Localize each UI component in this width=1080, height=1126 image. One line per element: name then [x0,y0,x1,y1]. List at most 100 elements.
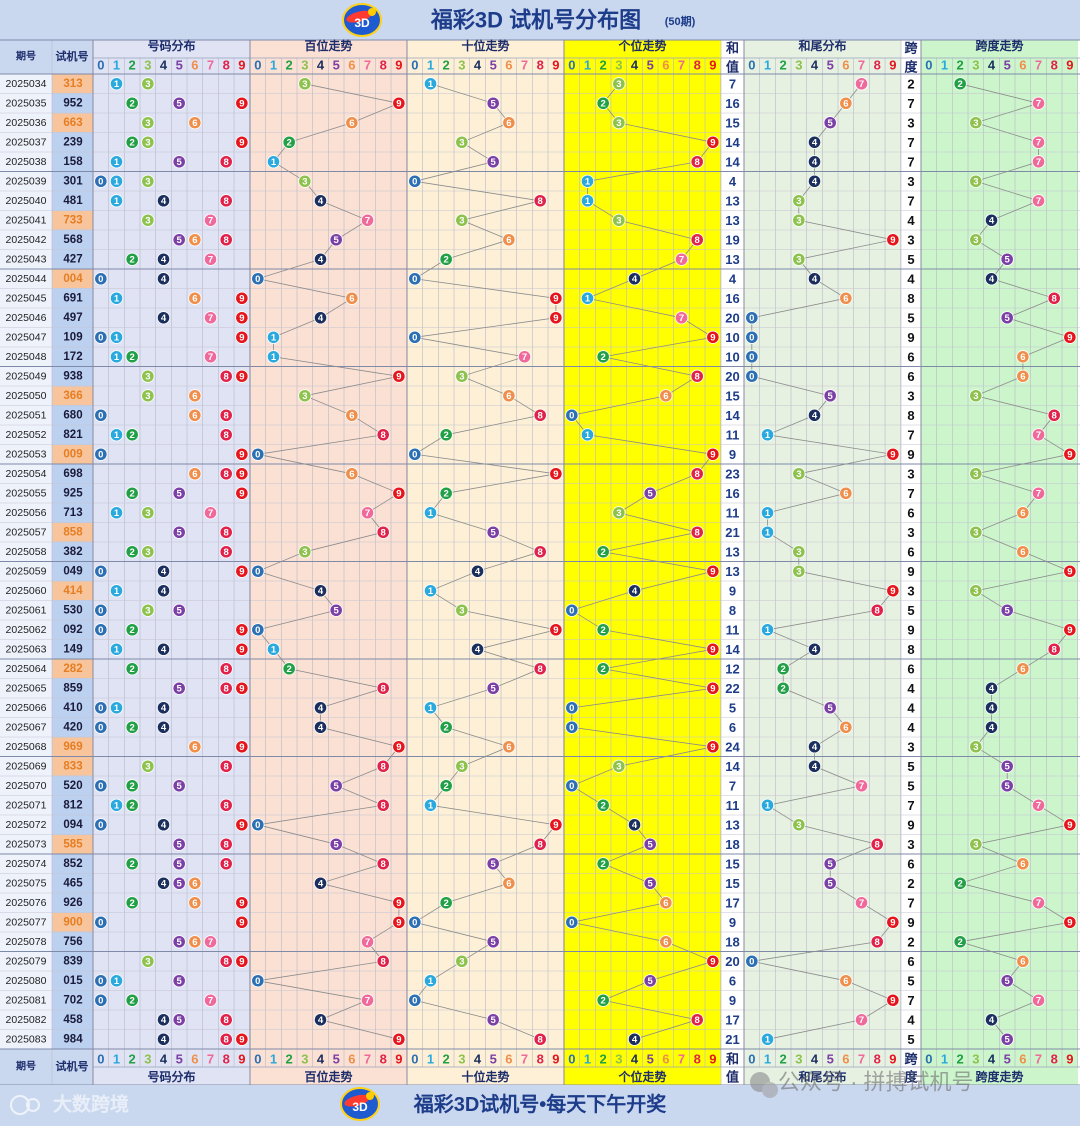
ball-digit: 7 [365,995,370,1006]
ball-circle [643,486,657,500]
digit-col-header: 3 [972,1052,979,1067]
tens-ball: 5 [486,1013,500,1027]
units-ball: 2 [596,993,610,1007]
code-dist-ball: 9 [235,623,249,637]
ball-digit: 2 [130,800,135,811]
ball-circle [392,896,406,910]
ball-circle [282,662,296,676]
hund-ball: 0 [251,447,265,461]
ball-circle [172,779,186,793]
tens-ball: 3 [455,759,469,773]
digit-col-header: 1 [113,58,120,73]
hund-ball: 7 [360,935,375,949]
ball-digit: 7 [208,254,213,265]
ball-digit: 9 [239,293,244,304]
sum-cell: 15 [725,388,739,403]
code-dist-ball: 2 [125,96,139,110]
tail-ball: 7 [854,77,869,91]
ball-digit: 9 [239,98,244,109]
ball-circle [823,701,837,715]
ball-digit: 3 [145,79,150,90]
code-dist-ball: 2 [125,252,139,266]
table-row: 2025080 015 6 5 [6,973,915,988]
digit-col-header: 8 [1051,58,1058,73]
ball-digit: 2 [130,547,135,558]
ball-digit: 8 [224,859,229,870]
span-cell: 7 [907,895,914,910]
ball-circle [235,623,249,637]
units-ball: 2 [596,662,610,676]
ball-digit: 4 [989,215,995,226]
ball-digit: 8 [538,1034,543,1045]
table-row: 2025076 926 17 7 [6,895,915,910]
hund-ball: 9 [392,369,406,383]
ball-digit: 7 [1036,137,1041,148]
ball-digit: 5 [177,235,183,246]
ball-circle [760,623,775,637]
trial-cell: 301 [63,175,83,187]
ball-digit: 6 [192,878,197,889]
ball-circle [109,155,124,169]
ball-digit: 4 [989,1015,995,1026]
tail-ball: 4 [807,740,822,754]
ball-circle [643,974,657,988]
ball-circle [203,213,218,227]
ball-circle [706,330,720,344]
ball-digit: 9 [239,625,244,636]
ball-digit: 0 [98,605,103,616]
digit-col-header: 6 [842,1052,849,1067]
ball-circle [219,1032,233,1046]
table-row: 2025054 698 23 3 [6,466,915,481]
issue-cell: 2025054 [6,468,47,480]
hund-section-title: 百位走势 [304,1069,352,1084]
ball-digit: 0 [98,781,103,792]
ball-circle [439,720,453,734]
ball-circle [486,1013,500,1027]
sum-cell: 20 [725,369,739,384]
strend-ball: 3 [969,837,983,851]
ball-digit: 9 [1067,566,1072,577]
hund-ball: 4 [313,584,328,598]
ball-digit: 8 [1052,410,1057,421]
ball-circle [807,272,822,286]
ball-digit: 9 [239,332,244,343]
ball-digit: 4 [318,1015,324,1026]
units-ball: 9 [706,330,720,344]
ball-circle [1031,96,1046,110]
trial-cell: 158 [63,156,83,168]
span-cell: 4 [907,681,915,696]
issue-col-header: 期号 [16,1060,36,1073]
span-cell: 3 [907,174,914,189]
ball-circle [760,506,775,520]
hund-ball: 0 [251,272,265,286]
digit-col-header: 3 [795,1052,802,1067]
ball-circle [596,96,610,110]
digit-col-header: 6 [662,58,669,73]
sum-cell: 5 [729,700,736,715]
ball-circle [235,818,249,832]
hund-ball: 3 [298,77,312,91]
ball-circle [953,935,967,949]
ball-circle [455,213,469,227]
ball-digit: 0 [412,449,417,460]
ball-digit: 9 [710,137,715,148]
ball-digit: 9 [553,625,558,636]
digit-col-header: 2 [780,1052,787,1067]
span-cell: 5 [907,1032,914,1047]
tens-ball: 2 [439,779,453,793]
ball-circle [984,272,999,286]
ball-circle [219,1013,233,1027]
code-dist-ball: 6 [188,291,202,305]
ball-digit: 5 [334,235,340,246]
strend-ball: 5 [1000,974,1014,988]
ball-circle [329,779,343,793]
ball-digit: 7 [1036,995,1041,1006]
ball-digit: 6 [506,118,511,129]
ball-circle [141,759,155,773]
ball-circle [345,408,359,422]
ball-circle [172,1013,186,1027]
code-dist-ball: 8 [219,837,233,851]
sum-cell: 21 [725,525,739,540]
digit-col-header: 1 [764,1052,771,1067]
tail-ball: 3 [792,252,806,266]
